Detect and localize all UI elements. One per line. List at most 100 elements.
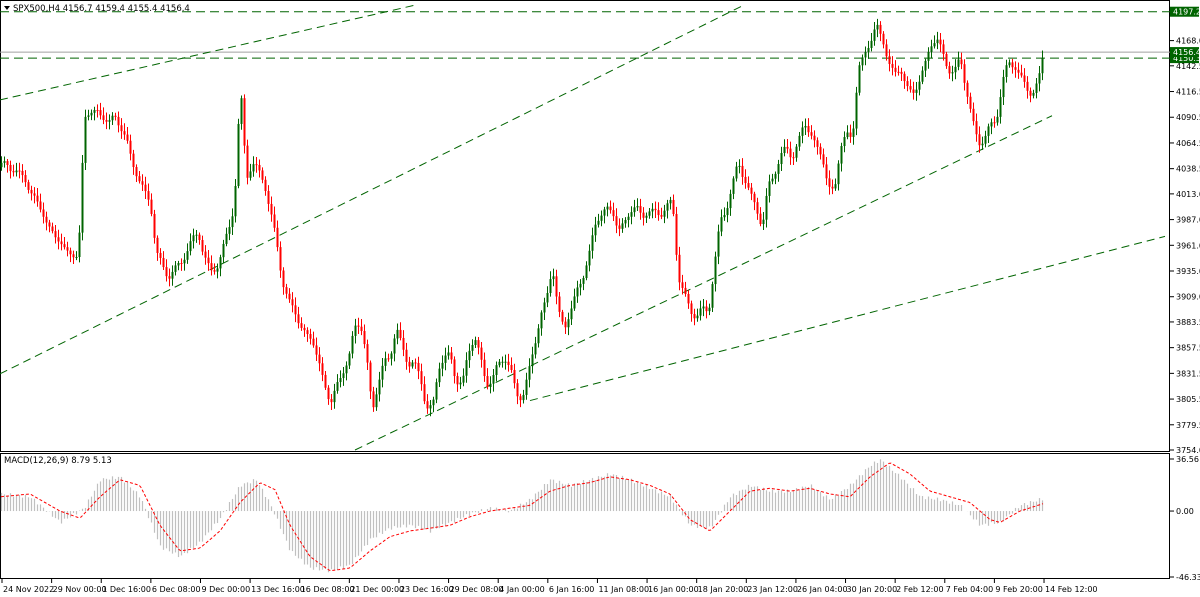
trend-line[interactable] [0,4,745,375]
current-price-badge [1170,47,1199,58]
candle-body [861,57,864,66]
candle-body [93,110,96,113]
candle-body [402,337,405,350]
candle-body [1023,75,1026,82]
candle-body [822,154,825,165]
price-tick-label: 3831.5 [1176,369,1200,378]
candle-body [1029,90,1032,96]
candle-body [579,283,582,288]
candle-body [510,364,513,370]
candle-body [489,383,492,387]
candle-body [966,82,969,97]
candle-body [849,132,852,137]
candle-body [306,330,309,335]
candle-body [393,338,396,354]
candle-body [414,362,417,364]
trend-line[interactable] [354,115,1053,451]
candle-body [516,383,519,397]
candle-body [558,296,561,312]
candle-body [54,231,57,238]
candle-body [210,263,213,271]
time-tick-label: 21 Dec 00:00 [350,585,404,594]
candle-body [513,369,516,384]
candle-body [1017,69,1020,73]
candle-body [387,358,390,360]
candle-body [75,257,78,259]
candle-body [219,257,222,269]
candle-body [750,187,753,194]
candle-body [519,396,522,401]
candle-body [627,216,630,221]
candle-body [450,352,453,360]
candle-body [327,387,330,400]
candle-body [132,153,135,168]
candle-body [879,24,882,34]
candle-body [435,382,438,400]
candle-body [459,382,462,385]
candle-body [636,206,639,208]
candle-body [933,43,936,47]
candle-body [111,115,114,121]
candle-body [603,209,606,216]
candle-body [420,371,423,385]
candle-body [294,305,297,315]
candle-body [486,376,489,387]
candle-body [906,81,909,87]
time-tick-label: 30 Jan 20:00 [847,585,898,594]
price-pane[interactable] [0,0,1170,452]
trend-line[interactable] [529,235,1166,402]
candle-body [837,163,840,185]
candle-body [918,81,921,90]
candle-body [999,97,1002,117]
candle-body [732,178,735,194]
candle-body [483,359,486,377]
candle-body [903,73,906,82]
candle-body [288,293,291,300]
candle-body [213,270,216,272]
candle-body [276,227,279,248]
candle-body [234,185,237,217]
candle-body [507,361,510,365]
candle-body [156,237,159,253]
candle-body [405,349,408,362]
time-tick-label: 13 Dec 16:00 [251,585,305,594]
candle-body [546,293,549,303]
trend-line[interactable] [0,4,416,101]
candle-body [798,135,801,147]
candle-body [990,122,993,127]
candle-body [303,327,306,331]
candle-body [948,66,951,74]
candle-body [201,239,204,252]
macd-indicator [0,459,1044,573]
candle-body [309,334,312,339]
candle-body [831,186,834,189]
time-tick-label: 29 Nov 00:00 [53,585,107,594]
candle-body [753,193,756,203]
time-tick-label: 11 Jan 08:00 [598,585,649,594]
candle-body [606,206,609,210]
price-tick-label: 3961.0 [1176,241,1200,250]
candle-body [894,67,897,72]
candle-body [342,373,345,379]
candle-body [711,284,714,308]
price-tick-label: 3987.0 [1176,216,1200,225]
candle-body [1005,65,1008,77]
collapse-triangle-icon[interactable] [4,6,10,10]
candle-body [585,265,588,279]
candle-body [618,225,621,229]
macd-tick-label: 0.00 [1176,507,1194,516]
candle-body [726,208,729,216]
candle-body [1008,62,1011,66]
candle-body [1038,73,1041,84]
level-price-badge [1170,53,1199,64]
candle-body [678,254,681,283]
candle-body [228,227,231,234]
candle-body [801,127,804,136]
candle-body [819,146,822,155]
candle-body [144,184,147,192]
macd-pane[interactable] [0,453,1170,579]
candle-body [480,347,483,360]
candle-body [540,312,543,329]
candle-body [417,362,420,372]
